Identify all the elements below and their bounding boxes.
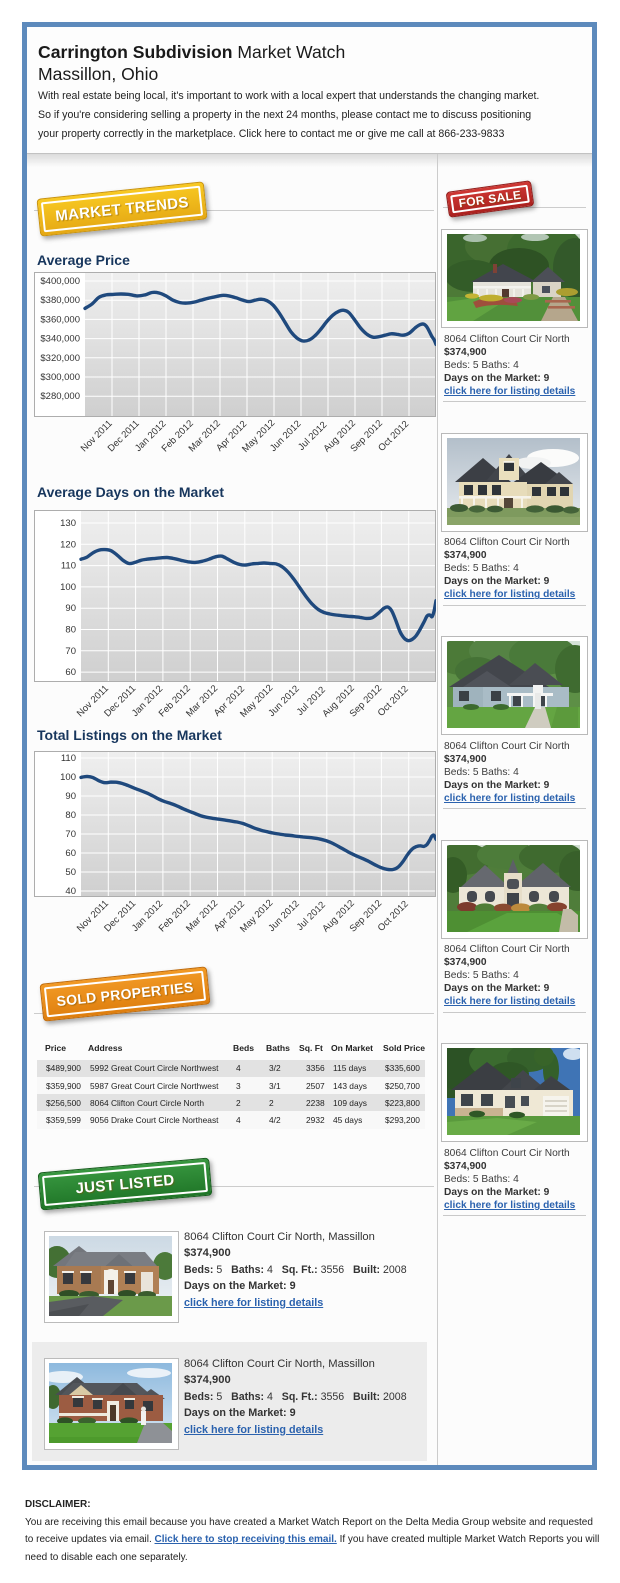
svg-text:50: 50 [65,867,76,878]
svg-text:60: 60 [65,667,76,678]
svg-text:70: 70 [65,646,76,657]
svg-text:90: 90 [65,791,76,802]
svg-text:130: 130 [60,518,76,529]
svg-text:$320,000: $320,000 [40,353,80,364]
svg-text:40: 40 [65,886,76,897]
svg-text:110: 110 [61,561,76,572]
svg-text:$360,000: $360,000 [40,314,80,325]
svg-text:$340,000: $340,000 [40,334,80,345]
svg-text:70: 70 [65,829,76,840]
svg-text:100: 100 [60,582,76,593]
svg-text:$380,000: $380,000 [40,295,80,306]
svg-text:120: 120 [60,539,76,550]
svg-text:80: 80 [65,810,76,821]
svg-text:110: 110 [61,753,76,764]
svg-text:60: 60 [65,848,76,859]
svg-text:$400,000: $400,000 [40,276,80,287]
svg-text:100: 100 [60,772,76,783]
svg-text:80: 80 [65,625,76,636]
svg-text:$280,000: $280,000 [40,391,80,402]
svg-text:$300,000: $300,000 [40,372,80,383]
svg-text:90: 90 [65,603,76,614]
